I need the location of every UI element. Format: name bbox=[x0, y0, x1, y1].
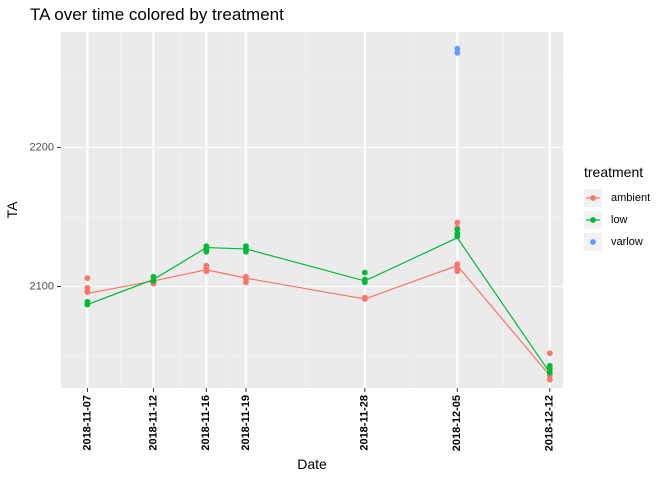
x-tick-label: 2018-11-28 bbox=[359, 395, 371, 451]
legend-key-point-ambient bbox=[590, 195, 596, 201]
data-point-low bbox=[361, 269, 368, 276]
legend-key-point-low bbox=[590, 217, 596, 223]
data-point-ambient bbox=[243, 279, 249, 286]
y-tick-label: 2200 bbox=[30, 141, 54, 153]
x-tick-label: 2018-11-19 bbox=[240, 395, 252, 451]
data-point-ambient bbox=[454, 219, 461, 226]
data-point-low bbox=[454, 233, 461, 240]
data-point-low bbox=[243, 248, 249, 255]
data-point-low bbox=[150, 273, 157, 280]
data-point-low bbox=[546, 365, 553, 372]
x-tick-label: 2018-11-07 bbox=[81, 395, 93, 451]
chart-title: TA over time colored by treatment bbox=[30, 5, 284, 24]
y-axis-title: TA bbox=[4, 201, 20, 219]
legend-label-varlow: varlow bbox=[611, 236, 643, 248]
grid-major bbox=[61, 32, 563, 388]
x-tick-label: 2018-12-12 bbox=[544, 395, 556, 451]
data-point-ambient bbox=[84, 275, 91, 282]
x-axis: 2018-11-07 2018-11-12 2018-11-16 2018-11-19… bbox=[81, 388, 556, 451]
data-point-low bbox=[546, 369, 553, 376]
series-points bbox=[84, 45, 553, 383]
data-point-low bbox=[150, 278, 157, 284]
y-tick-label: 2100 bbox=[30, 280, 54, 292]
data-point-low bbox=[454, 226, 461, 233]
legend-title: treatment bbox=[584, 164, 643, 180]
y-axis: 2100 2200 bbox=[30, 141, 61, 292]
data-point-low bbox=[84, 301, 91, 308]
data-point-ambient bbox=[361, 296, 368, 302]
x-tick-label: 2018-11-16 bbox=[200, 395, 212, 451]
data-point-ambient bbox=[454, 268, 461, 275]
plot-panel bbox=[61, 32, 563, 388]
data-point-ambient bbox=[203, 268, 210, 275]
data-point-low bbox=[361, 279, 368, 286]
legend-label-low: low bbox=[611, 214, 628, 226]
data-point-ambient bbox=[546, 350, 553, 357]
data-point-low bbox=[203, 248, 210, 255]
x-axis-title: Date bbox=[297, 456, 327, 472]
data-point-ambient bbox=[454, 261, 461, 268]
data-point-ambient bbox=[84, 289, 91, 295]
legend-label-ambient: ambient bbox=[611, 192, 650, 204]
legend: treatment ambient low varlow bbox=[584, 164, 650, 251]
data-point-varlow bbox=[454, 49, 461, 56]
grid-minor bbox=[61, 32, 563, 388]
data-point-ambient bbox=[546, 376, 553, 383]
x-tick-label: 2018-12-05 bbox=[451, 395, 463, 451]
x-tick-label: 2018-11-12 bbox=[147, 395, 159, 451]
legend-key-point-varlow bbox=[590, 239, 596, 245]
data-point-varlow bbox=[454, 45, 461, 52]
